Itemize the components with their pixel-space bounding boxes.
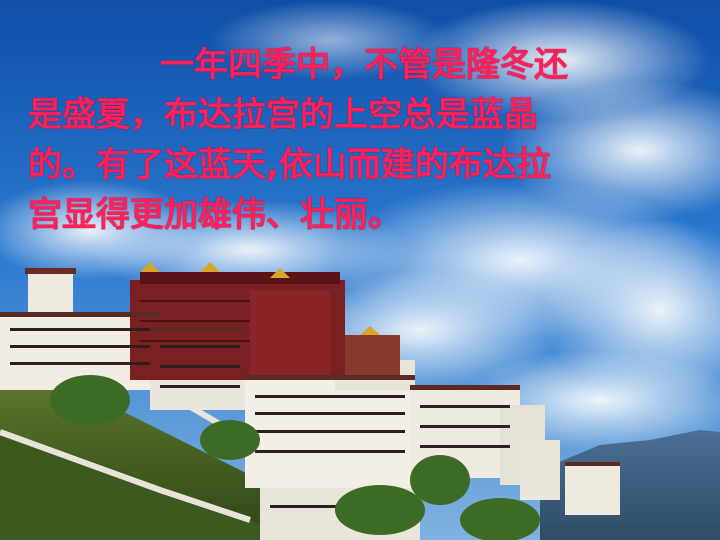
caption-line-3: 的。有了这蓝天,依山而建的布达拉 xyxy=(28,145,551,185)
roof-trims xyxy=(0,312,620,466)
caption-line-1: 一年四季中，不管是隆冬还 xyxy=(160,45,568,85)
caption-text: 一年四季中，不管是隆冬还 是盛夏，布达拉宫的上空总是蓝晶 的。有了这蓝天,依山而… xyxy=(28,40,668,240)
caption-line-2: 是盛夏，布达拉宫的上空总是蓝晶 xyxy=(28,95,538,135)
caption-line-4: 宫显得更加雄伟、壮丽。 xyxy=(28,195,402,235)
trees xyxy=(50,375,540,540)
